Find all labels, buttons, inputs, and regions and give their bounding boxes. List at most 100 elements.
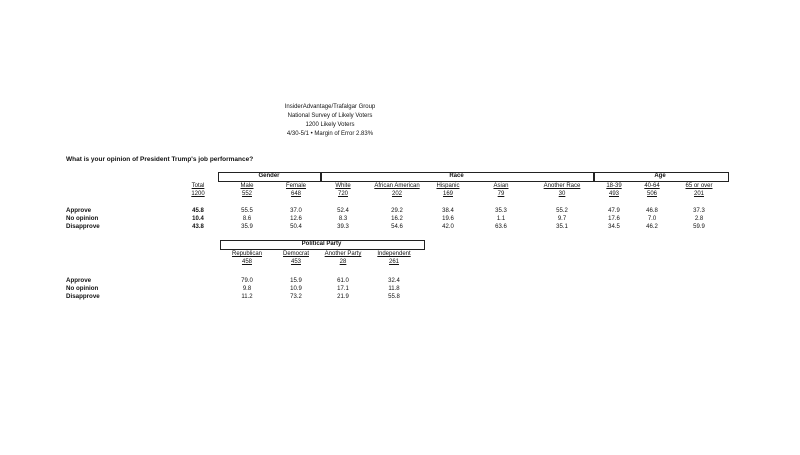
row-label-disapprove: Disapprove <box>66 223 100 230</box>
table-cell: 17.6 <box>608 216 620 222</box>
column-label: Total <box>191 183 205 189</box>
table-cell: 32.4 <box>388 278 400 284</box>
group-box-race <box>320 172 595 182</box>
column-label: White <box>335 183 351 189</box>
table-cell: 16.2 <box>391 216 403 222</box>
column-label: African American <box>374 183 420 189</box>
column-header-total: Total 1200 <box>173 182 223 198</box>
column-header-republican: Republican 458 <box>222 250 272 266</box>
table-cell: 61.0 <box>337 278 349 284</box>
column-header-democrat: Democrat 453 <box>271 250 321 266</box>
table-cell: 34.5 <box>608 224 620 230</box>
survey-sample: 1200 Likely Voters <box>305 122 355 128</box>
table-cell: 35.1 <box>556 224 568 230</box>
column-header-white: White 720 <box>318 182 368 198</box>
column-label: Male <box>240 183 254 189</box>
column-label: 40-64 <box>644 183 660 189</box>
column-n: 261 <box>388 259 399 265</box>
column-header-65-or-over: 65 or over 201 <box>674 182 724 198</box>
table-cell: 73.2 <box>290 294 302 300</box>
group-header-race: Race <box>449 173 464 179</box>
column-n: 1200 <box>191 191 205 197</box>
table-cell: 35.3 <box>495 208 507 214</box>
table-cell: 37.3 <box>693 208 705 214</box>
survey-title: InsiderAdvantage/Trafalgar Group <box>284 104 376 110</box>
table-cell: 46.8 <box>646 208 658 214</box>
table-cell: 55.5 <box>241 208 253 214</box>
column-label: Democrat <box>282 251 309 257</box>
column-n: 648 <box>290 191 301 197</box>
table-cell: 8.3 <box>338 216 348 222</box>
column-label: Asian <box>493 183 509 189</box>
table-cell: 11.2 <box>241 294 253 300</box>
group-header-political-party: Political Party <box>301 241 342 247</box>
table-cell: 15.9 <box>290 278 302 284</box>
group-box-gender <box>218 172 322 182</box>
table-cell: 10.4 <box>192 216 204 222</box>
table-cell: 45.8 <box>192 208 204 214</box>
table-cell: 10.9 <box>290 286 302 292</box>
table-cell: 21.9 <box>337 294 349 300</box>
column-header-female: Female 648 <box>271 182 321 198</box>
column-header-male: Male 552 <box>222 182 272 198</box>
row-label-no-opinion: No opinion <box>66 215 99 222</box>
table-cell: 46.2 <box>646 224 658 230</box>
table-cell: 2.8 <box>694 216 704 222</box>
crosstab-table-2: Political Party Republican 458 Democrat 45… <box>0 240 800 310</box>
table-cell: 38.4 <box>442 208 454 214</box>
column-label: Another Party <box>324 251 362 257</box>
table-cell: 35.9 <box>241 224 253 230</box>
table-cell: 59.9 <box>693 224 705 230</box>
table-cell: 12.6 <box>290 216 302 222</box>
column-header-asian: Asian 79 <box>476 182 526 198</box>
column-header-african-american: African American 202 <box>369 182 425 198</box>
question-text: What is your opinion of President Trump'… <box>66 156 254 163</box>
table-cell: 11.8 <box>388 286 400 292</box>
column-label: Hispanic <box>436 183 460 189</box>
row-label-no-opinion: No opinion <box>66 285 99 292</box>
table-cell: 9.7 <box>557 216 567 222</box>
column-n: 720 <box>337 191 348 197</box>
group-header-age: Age <box>654 173 666 179</box>
table-cell: 42.0 <box>442 224 454 230</box>
survey-subtitle: National Survey of Likely Voters <box>287 113 373 119</box>
column-header-another-party: Another Party 28 <box>318 250 368 266</box>
column-n: 79 <box>497 191 505 197</box>
column-n: 453 <box>290 259 301 265</box>
table-cell: 79.0 <box>241 278 253 284</box>
table-cell: 63.6 <box>495 224 507 230</box>
group-box-political-party <box>220 240 425 250</box>
table-cell: 9.8 <box>242 286 252 292</box>
column-n: 30 <box>558 191 566 197</box>
table-cell: 47.9 <box>608 208 620 214</box>
table-cell: 17.1 <box>337 286 349 292</box>
column-header-40-64: 40-64 506 <box>627 182 677 198</box>
column-label: Another Race <box>543 183 581 189</box>
table-cell: 39.3 <box>337 224 349 230</box>
crosstab-table-1: Gender Race Age Total 1200 Male 552 Female… <box>0 172 800 242</box>
column-label: Republican <box>231 251 263 257</box>
table-cell: 19.6 <box>442 216 454 222</box>
table-cell: 29.2 <box>391 208 403 214</box>
table-cell: 37.0 <box>290 208 302 214</box>
row-label-disapprove: Disapprove <box>66 293 100 300</box>
group-box-age <box>593 172 729 182</box>
row-label-approve: Approve <box>66 277 92 284</box>
column-label: 18-39 <box>606 183 622 189</box>
column-n: 28 <box>339 259 347 265</box>
column-header-another-race: Another Race 30 <box>537 182 587 198</box>
column-n: 201 <box>693 191 704 197</box>
row-label-approve: Approve <box>66 207 92 214</box>
table-cell: 55.8 <box>388 294 400 300</box>
table-cell: 52.4 <box>337 208 349 214</box>
column-n: 169 <box>442 191 453 197</box>
column-n: 202 <box>391 191 402 197</box>
table-cell: 55.2 <box>556 208 568 214</box>
table-cell: 54.6 <box>391 224 403 230</box>
column-header-18-39: 18-39 493 <box>589 182 639 198</box>
table-cell: 7.0 <box>647 216 657 222</box>
group-header-gender: Gender <box>258 173 280 179</box>
column-label: Female <box>285 183 306 189</box>
column-header-independent: Independent 261 <box>369 250 419 266</box>
column-label: Independent <box>377 251 411 257</box>
